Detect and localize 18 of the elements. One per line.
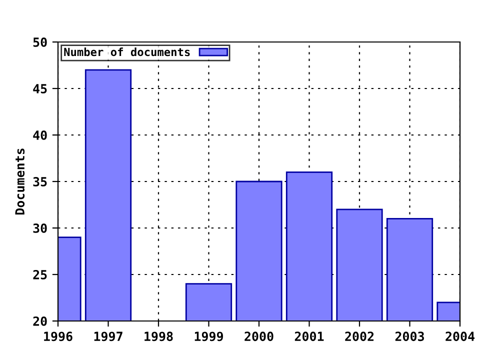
y-tick-label: 20	[33, 316, 47, 326]
y-tick-label: 45	[33, 84, 47, 94]
x-tick-label: 1998	[144, 332, 173, 342]
x-tick-label: 1997	[94, 332, 122, 342]
y-tick-label: 50	[33, 37, 47, 47]
y-tick-label: 25	[33, 270, 47, 280]
x-tick-label: 2004	[446, 332, 474, 342]
y-tick-label: 40	[33, 130, 47, 140]
legend-label: Number of documents	[64, 48, 190, 56]
y-axis-title: Documents	[15, 148, 25, 215]
x-tick-label: 1996	[44, 332, 72, 342]
x-tick-label: 2000	[244, 332, 274, 342]
y-tick-label: 30	[33, 223, 47, 233]
x-tick-label: 1999	[194, 332, 224, 342]
y-tick-label: 35	[33, 176, 47, 186]
x-tick-label: 2002	[345, 332, 374, 342]
x-tick-label: 2001	[294, 332, 324, 342]
x-tick-label: 2003	[395, 332, 424, 342]
